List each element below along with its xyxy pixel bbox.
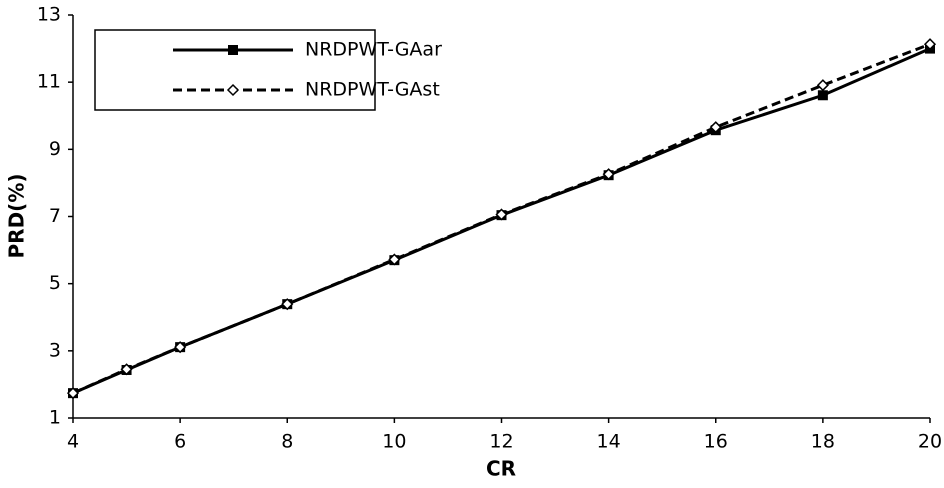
marker [281,298,294,311]
x-tick-label: 18 [811,431,835,453]
x-tick-label: 14 [597,431,621,453]
y-tick-label: 3 [49,339,61,361]
x-tick-label: 12 [489,431,513,453]
marker [174,341,187,354]
marker [602,168,615,181]
y-tick-label: 7 [49,205,61,227]
y-tick-label: 1 [49,407,61,429]
marker [923,38,937,51]
x-tick-label: 20 [918,431,942,453]
marker [66,387,80,400]
x-tick-label: 16 [704,431,728,453]
y-axis-title: PRD(%) [5,174,29,259]
y-tick-label: 11 [37,71,61,93]
legend-box [94,29,376,111]
legend-label: NRDPWT-GAar [305,39,442,61]
marker [388,253,401,266]
marker [709,121,722,134]
x-tick-label: 10 [382,431,406,453]
x-tick-label: 8 [281,431,293,453]
y-tick-label: 5 [49,272,61,294]
x-tick-label: 4 [67,431,79,453]
series-line [72,42,931,395]
marker [120,363,133,376]
x-tick-label: 6 [174,431,186,453]
x-axis-title: CR [486,457,516,481]
marker [226,83,240,97]
marker [816,79,829,92]
marker [495,208,508,221]
y-tick-label: 13 [37,4,61,26]
legend-label: NRDPWT-GAst [305,79,440,101]
marker [817,90,828,101]
y-tick-label: 9 [49,138,61,160]
marker [228,45,238,55]
